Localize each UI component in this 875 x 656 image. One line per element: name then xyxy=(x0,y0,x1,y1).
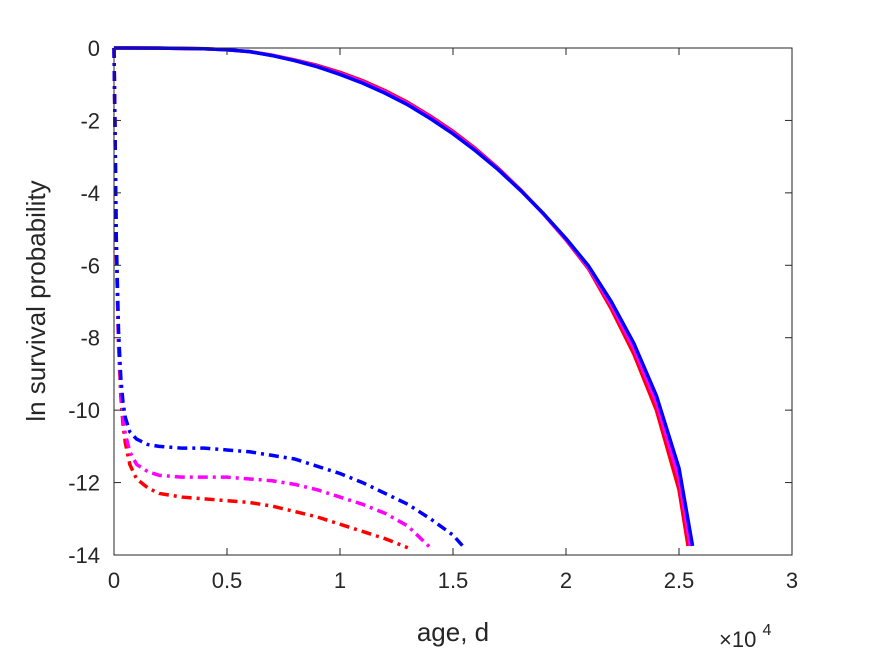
y-tick-label: -6 xyxy=(80,253,100,278)
y-tick-label: -2 xyxy=(80,108,100,133)
y-tick-label: 0 xyxy=(88,36,100,61)
tick-layer: 0 0.5 1 1.5 2 2.5 3 0 -2 -4 -6 -8 -10 -12 -14 xyxy=(68,36,798,593)
x-axis-multiplier-exponent: 4 xyxy=(762,622,771,639)
y-tick-label: -10 xyxy=(68,398,100,423)
series-layer xyxy=(112,46,695,550)
x-tick-label: 0.5 xyxy=(212,568,243,593)
x-tick-label: 1.5 xyxy=(438,568,469,593)
plot-area xyxy=(114,48,792,555)
x-tick-label: 1 xyxy=(334,568,346,593)
series-line-solid-0000ff xyxy=(113,46,695,547)
series-line-dashdot-0000ff xyxy=(112,47,466,549)
y-tick-label: -12 xyxy=(68,471,100,496)
x-tick-label: 0 xyxy=(108,568,120,593)
x-axis-label: age, d xyxy=(417,617,489,647)
y-tick-label: -8 xyxy=(80,326,100,351)
y-axis-label: ln survival probability xyxy=(21,180,51,421)
x-tick-label: 2.5 xyxy=(664,568,695,593)
x-tick-label: 2 xyxy=(560,568,572,593)
y-tick-label: -4 xyxy=(80,181,100,206)
x-axis-multiplier: ×10 4 xyxy=(719,622,771,652)
y-tick-label: -14 xyxy=(68,543,100,568)
x-tick-label: 3 xyxy=(786,568,798,593)
x-axis-multiplier-base: ×10 xyxy=(719,627,756,652)
